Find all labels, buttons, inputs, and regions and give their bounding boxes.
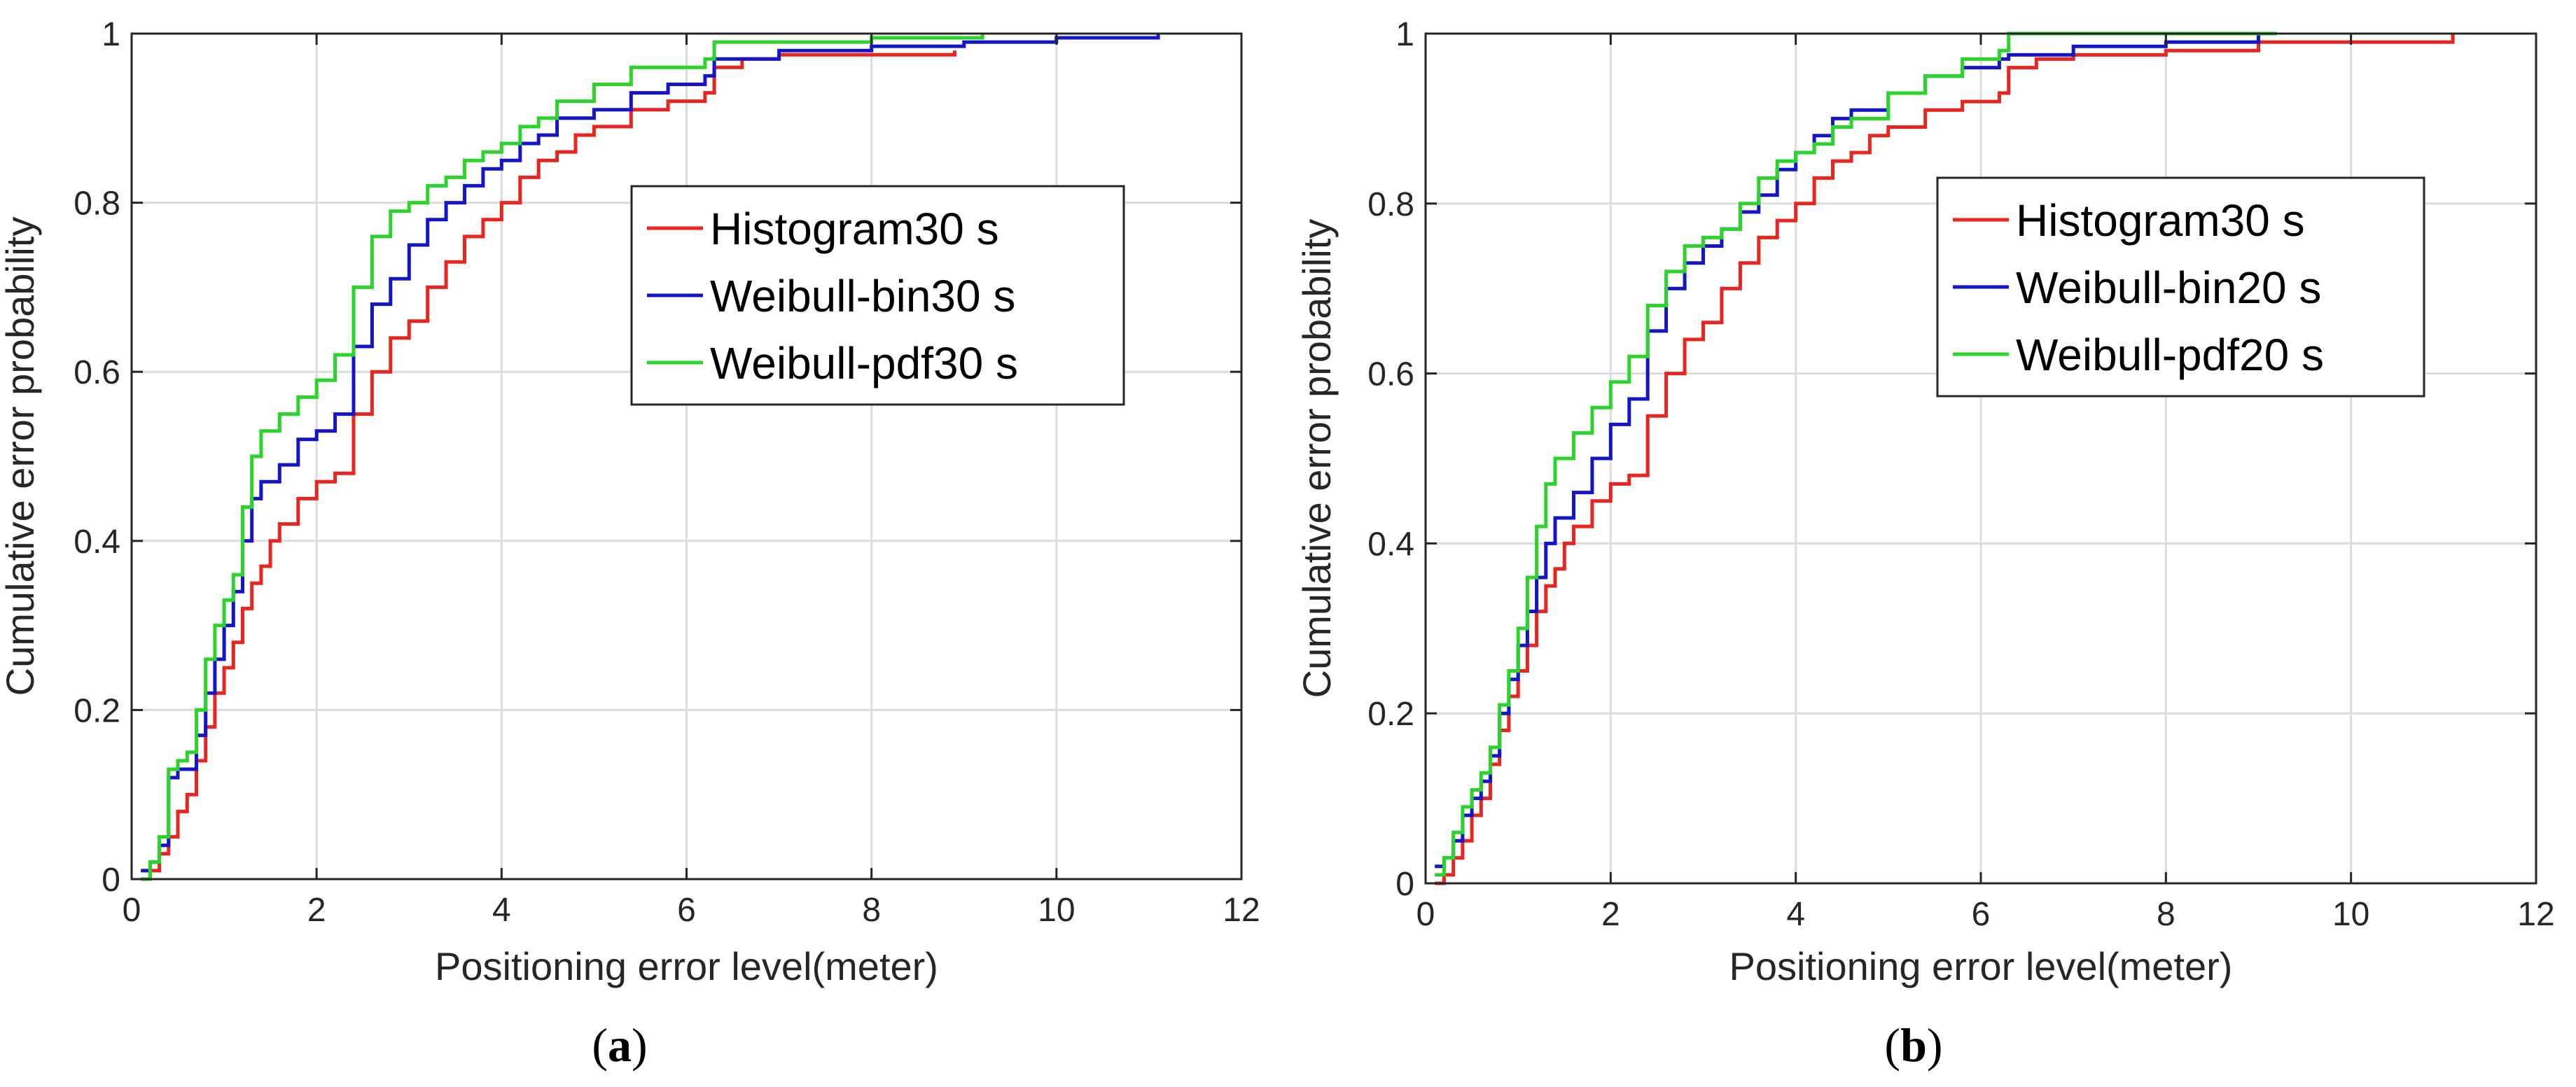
y-tick-label: 1: [1395, 16, 1414, 53]
y-tick-label: 0.2: [74, 692, 120, 729]
x-tick-label: 0: [1416, 896, 1435, 933]
y-tick-label: 0.8: [74, 185, 120, 223]
x-tick-label: 6: [677, 892, 696, 929]
x-tick-label: 8: [862, 892, 881, 929]
panel-caption: (a): [592, 1018, 647, 1072]
x-axis-label: Positioning error level(meter): [435, 944, 938, 988]
x-tick-label: 0: [123, 892, 141, 929]
y-tick-label: 0: [1395, 866, 1414, 903]
y-tick-label: 1: [102, 16, 120, 53]
legend-label-1: Histogram30 s: [710, 204, 999, 254]
x-tick-label: 10: [2332, 896, 2369, 933]
legend: Histogram30 s Weibull-bin20 s Weibull-pdf2…: [1936, 176, 2425, 398]
series-line-1: [141, 50, 956, 881]
y-tick-label: 0: [102, 862, 120, 899]
caption-open-paren: (: [592, 1018, 608, 1072]
legend-label-2: Weibull-bin30 s: [710, 271, 1015, 321]
x-tick-label: 4: [1786, 896, 1805, 933]
caption-close-paren: ): [1927, 1018, 1943, 1072]
x-tick-label: 2: [1601, 896, 1620, 933]
legend-label-3: Weibull-pdf20 s: [2016, 330, 2324, 380]
series-line-3: [141, 34, 984, 881]
caption-open-paren: (: [1884, 1018, 1900, 1072]
legend-label-3: Weibull-pdf30 s: [710, 338, 1018, 388]
y-tick-label: 0.2: [1367, 696, 1414, 733]
panel-caption: (b): [1884, 1018, 1942, 1072]
legend: Histogram30 s Weibull-bin30 s Weibull-pdf3…: [630, 185, 1125, 406]
x-tick-label: 6: [1972, 896, 1991, 933]
y-tick-label: 0.4: [74, 524, 120, 561]
series-line-3: [1435, 31, 2277, 877]
x-tick-label: 4: [492, 892, 511, 929]
x-axis-label: Positioning error level(meter): [1729, 944, 2233, 988]
y-axis-label: Cumulative error probability: [1295, 219, 1339, 699]
x-tick-label: 2: [307, 892, 326, 929]
caption-close-paren: ): [632, 1018, 648, 1072]
legend-label-2: Weibull-bin20 s: [2016, 262, 2321, 313]
y-tick-label: 0.4: [1367, 526, 1414, 563]
y-tick-label: 0.8: [1367, 186, 1414, 223]
y-axis-label: Cumulative error probability: [0, 217, 42, 696]
y-tick-label: 0.6: [74, 354, 120, 391]
y-tick-label: 0.6: [1367, 356, 1414, 393]
x-tick-label: 10: [1038, 892, 1075, 929]
x-tick-label: 12: [1223, 892, 1260, 929]
legend-label-1: Histogram30 s: [2016, 195, 2305, 246]
legend-box: [630, 185, 1125, 406]
x-tick-label: 8: [2157, 896, 2175, 933]
chart-panel-b: 0 2 4 6 8 10 12 0 0.2 0.4 0.6 0.8 1 Positioning error…: [1295, 16, 2555, 1072]
caption-letter: a: [608, 1018, 632, 1072]
x-tick-label: 12: [2517, 896, 2554, 933]
caption-letter: b: [1900, 1018, 1927, 1072]
chart-panel-a: 0 2 4 6 8 10 12 0 0.2 0.4 0.6 0.8 1 Positioning error…: [0, 16, 1260, 1072]
legend-box: [1936, 176, 2425, 398]
